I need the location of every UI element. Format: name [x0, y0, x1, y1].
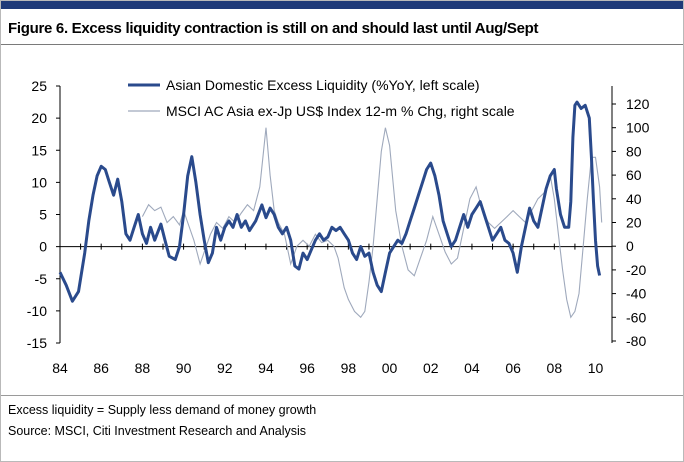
liquidity-chart: -15-10-50510152025-80-60-40-200204060801… [27, 77, 650, 376]
x-tick-label: 92 [217, 360, 233, 376]
definition-note: Excess liquidity = Supply less demand of… [8, 403, 317, 417]
right-tick-label: -40 [626, 286, 646, 302]
right-tick-label: 100 [626, 120, 650, 136]
left-tick-label: 10 [31, 174, 47, 190]
figure-title: Figure 6. Excess liquidity contraction i… [8, 20, 539, 37]
chart-series [58, 100, 603, 319]
right-tick-label: 80 [626, 143, 642, 159]
right-tick-label: -80 [626, 333, 646, 349]
right-tick-label: -60 [626, 309, 646, 325]
x-tick-label: 90 [176, 360, 192, 376]
x-tick-label: 98 [341, 360, 357, 376]
left-tick-label: -15 [27, 335, 47, 351]
left-tick-label: -10 [27, 303, 47, 319]
right-tick-label: 0 [626, 238, 634, 254]
msci-index-line [141, 127, 603, 319]
chart-legend: Asian Domestic Excess Liquidity (%YoY, l… [128, 77, 515, 119]
header-bar [0, 0, 684, 9]
right-tick-label: 40 [626, 191, 642, 207]
left-tick-label: 20 [31, 110, 47, 126]
footer-divider [0, 395, 684, 396]
left-tick-label: 0 [39, 239, 47, 255]
legend-label-msci: MSCI AC Asia ex-Jp US$ Index 12-m % Chg,… [166, 103, 515, 119]
x-tick-label: 04 [464, 360, 480, 376]
right-tick-label: 20 [626, 215, 642, 231]
x-tick-label: 86 [93, 360, 109, 376]
source-note: Source: MSCI, Citi Investment Research a… [8, 424, 307, 438]
x-tick-label: 00 [382, 360, 398, 376]
title-divider [0, 44, 684, 45]
left-tick-label: 5 [39, 207, 47, 223]
x-tick-label: 94 [258, 360, 274, 376]
right-tick-label: -20 [626, 262, 646, 278]
legend-label-liquidity: Asian Domestic Excess Liquidity (%YoY, l… [166, 77, 480, 93]
x-tick-label: 08 [547, 360, 563, 376]
x-tick-label: 88 [135, 360, 151, 376]
x-tick-label: 06 [505, 360, 521, 376]
x-tick-label: 96 [299, 360, 315, 376]
excess-liquidity-line [58, 100, 602, 303]
left-tick-label: 25 [31, 78, 47, 94]
chart-axes: -15-10-50510152025-80-60-40-200204060801… [27, 78, 650, 376]
right-tick-label: 120 [626, 96, 650, 112]
right-tick-label: 60 [626, 167, 642, 183]
x-tick-label: 10 [588, 360, 604, 376]
x-tick-label: 84 [52, 360, 68, 376]
x-tick-label: 02 [423, 360, 439, 376]
left-tick-label: -5 [35, 271, 48, 287]
left-tick-label: 15 [31, 142, 47, 158]
